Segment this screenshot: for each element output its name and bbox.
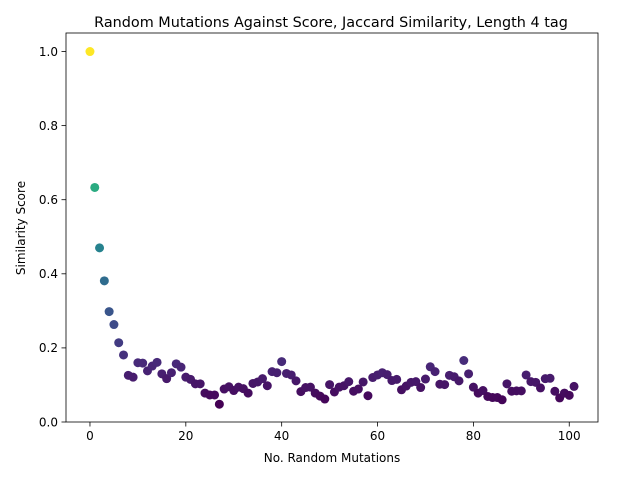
data-point: [114, 338, 124, 348]
plot-frame: [65, 32, 599, 423]
data-point: [416, 383, 426, 393]
data-point: [320, 394, 330, 404]
data-point: [358, 377, 368, 387]
x-axis-label: No. Random Mutations: [264, 451, 401, 465]
data-point: [119, 350, 129, 360]
x-tick-label: 60: [370, 429, 385, 443]
y-tick-label: 0.4: [39, 267, 58, 281]
data-point: [440, 380, 450, 390]
data-point: [152, 357, 162, 367]
x-tick-label: 20: [178, 429, 193, 443]
data-point: [176, 362, 186, 372]
data-point: [109, 320, 119, 330]
data-point: [214, 399, 224, 409]
chart-title: Random Mutations Against Score, Jaccard …: [94, 15, 568, 31]
data-point: [262, 381, 272, 391]
y-tick-label: 0.2: [39, 341, 58, 355]
data-point: [564, 390, 574, 400]
data-point: [85, 47, 95, 57]
data-point: [363, 391, 373, 401]
data-point: [210, 390, 220, 400]
data-point: [99, 276, 109, 286]
data-point: [104, 307, 114, 317]
data-point: [258, 374, 267, 384]
data-point: [90, 182, 100, 192]
data-point: [95, 243, 105, 253]
x-tick-label: 0: [86, 429, 94, 443]
y-tick-label: 0.6: [39, 193, 58, 207]
data-point: [516, 386, 526, 396]
data-point: [497, 395, 507, 405]
data-point: [454, 376, 464, 386]
y-axis-label: Similarity Score: [14, 181, 28, 275]
x-tick-label: 80: [466, 429, 481, 443]
data-point: [272, 368, 282, 378]
data-point: [464, 369, 474, 379]
data-point: [430, 367, 440, 377]
data-point: [502, 379, 512, 389]
data-point: [550, 386, 560, 396]
data-point: [569, 381, 579, 391]
data-point: [138, 358, 148, 368]
y-tick-label: 0.0: [39, 415, 58, 429]
data-point: [392, 374, 402, 384]
data-point: [521, 370, 531, 380]
data-point: [325, 380, 335, 390]
y-tick-label: 0.8: [39, 119, 58, 133]
data-point: [420, 374, 430, 384]
x-tick-label: 100: [558, 429, 581, 443]
data-point: [353, 384, 363, 394]
data-point: [128, 372, 138, 382]
data-point: [195, 379, 205, 389]
data-point: [344, 377, 354, 387]
y-tick-label: 1.0: [39, 45, 58, 59]
x-axis-ticks: 0 20 40 60 80 100: [86, 422, 581, 443]
data-point: [459, 356, 469, 365]
data-point: [535, 383, 545, 393]
data-points: [85, 47, 579, 409]
data-point: [291, 376, 301, 386]
y-axis-ticks: 0.0 0.2 0.4 0.6 0.8 1.0: [39, 45, 66, 429]
data-point: [277, 357, 287, 367]
data-point: [243, 388, 253, 398]
data-point: [166, 368, 176, 378]
data-point: [545, 373, 555, 383]
x-tick-label: 40: [274, 429, 289, 443]
